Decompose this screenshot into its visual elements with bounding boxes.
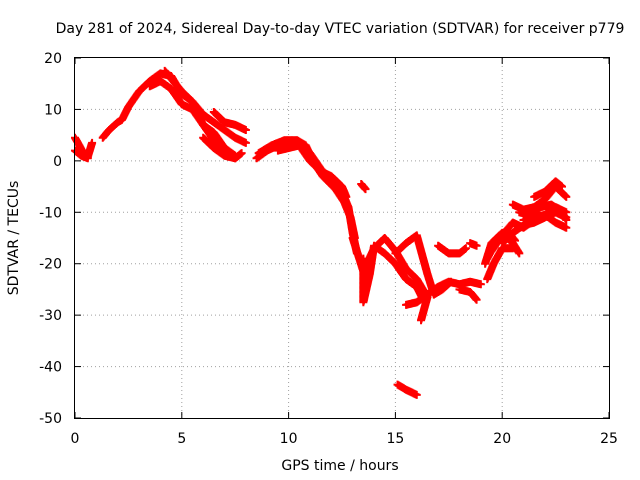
series-s19: [393, 380, 421, 399]
data-point: [83, 154, 92, 163]
x-axis-label: GPS time / hours: [281, 458, 398, 474]
y-tick-label: -40: [39, 360, 62, 376]
data-point: [472, 241, 481, 250]
data-point: [241, 126, 250, 134]
data-point: [241, 138, 250, 147]
x-tick-label: 15: [386, 431, 404, 447]
x-tick-label: 25: [600, 431, 618, 447]
chart-title: Day 281 of 2024, Sidereal Day-to-day VTE…: [56, 21, 625, 37]
data-point: [558, 182, 567, 191]
y-tick-label: 10: [44, 102, 62, 118]
series-s7: [199, 133, 240, 163]
y-tick-label: 0: [53, 154, 62, 170]
data-point: [361, 185, 370, 194]
series-s21: [483, 244, 517, 284]
series-s28: [519, 203, 571, 224]
y-tick-label: -50: [39, 411, 62, 427]
data-point: [508, 244, 517, 253]
data-point: [342, 192, 351, 201]
series-s13: [348, 234, 432, 325]
data-point: [511, 236, 520, 245]
y-axis-label: SDTVAR / TECUs: [6, 181, 22, 296]
x-tick-label: 5: [177, 431, 186, 447]
series-s16: [434, 241, 470, 258]
x-tick-label: 20: [493, 431, 511, 447]
data-point: [417, 316, 426, 325]
data-point: [237, 149, 246, 158]
data-point: [476, 280, 485, 289]
x-tick-label: 10: [280, 431, 298, 447]
series-s27: [530, 177, 567, 201]
data-point: [562, 216, 571, 224]
y-tick-label: 20: [44, 51, 62, 67]
data-point: [562, 192, 571, 201]
data-point: [461, 244, 470, 253]
data-points: [71, 66, 571, 399]
data-point: [472, 295, 481, 304]
y-tick-label: -20: [39, 257, 62, 273]
data-point: [231, 154, 240, 163]
x-tick-label: 0: [71, 431, 80, 447]
plot-frame: [74, 57, 610, 419]
grid: [75, 58, 609, 418]
data-point: [88, 138, 97, 147]
data-point: [412, 390, 421, 399]
series-s10: [273, 141, 351, 201]
y-tick-label: -10: [39, 205, 62, 221]
series-s6: [209, 108, 250, 134]
data-point: [562, 223, 571, 232]
y-tick-label: -30: [39, 308, 62, 324]
data-point: [515, 249, 524, 258]
series-s18: [466, 239, 481, 250]
series-s17: [455, 285, 481, 304]
axis-ticks: 0 5 10 15 20 25 20 10 0 -10 -20 -30 -40 -50: [39, 51, 618, 447]
data-point: [562, 208, 571, 217]
series-s15: [402, 277, 485, 309]
series-s11: [357, 180, 370, 194]
